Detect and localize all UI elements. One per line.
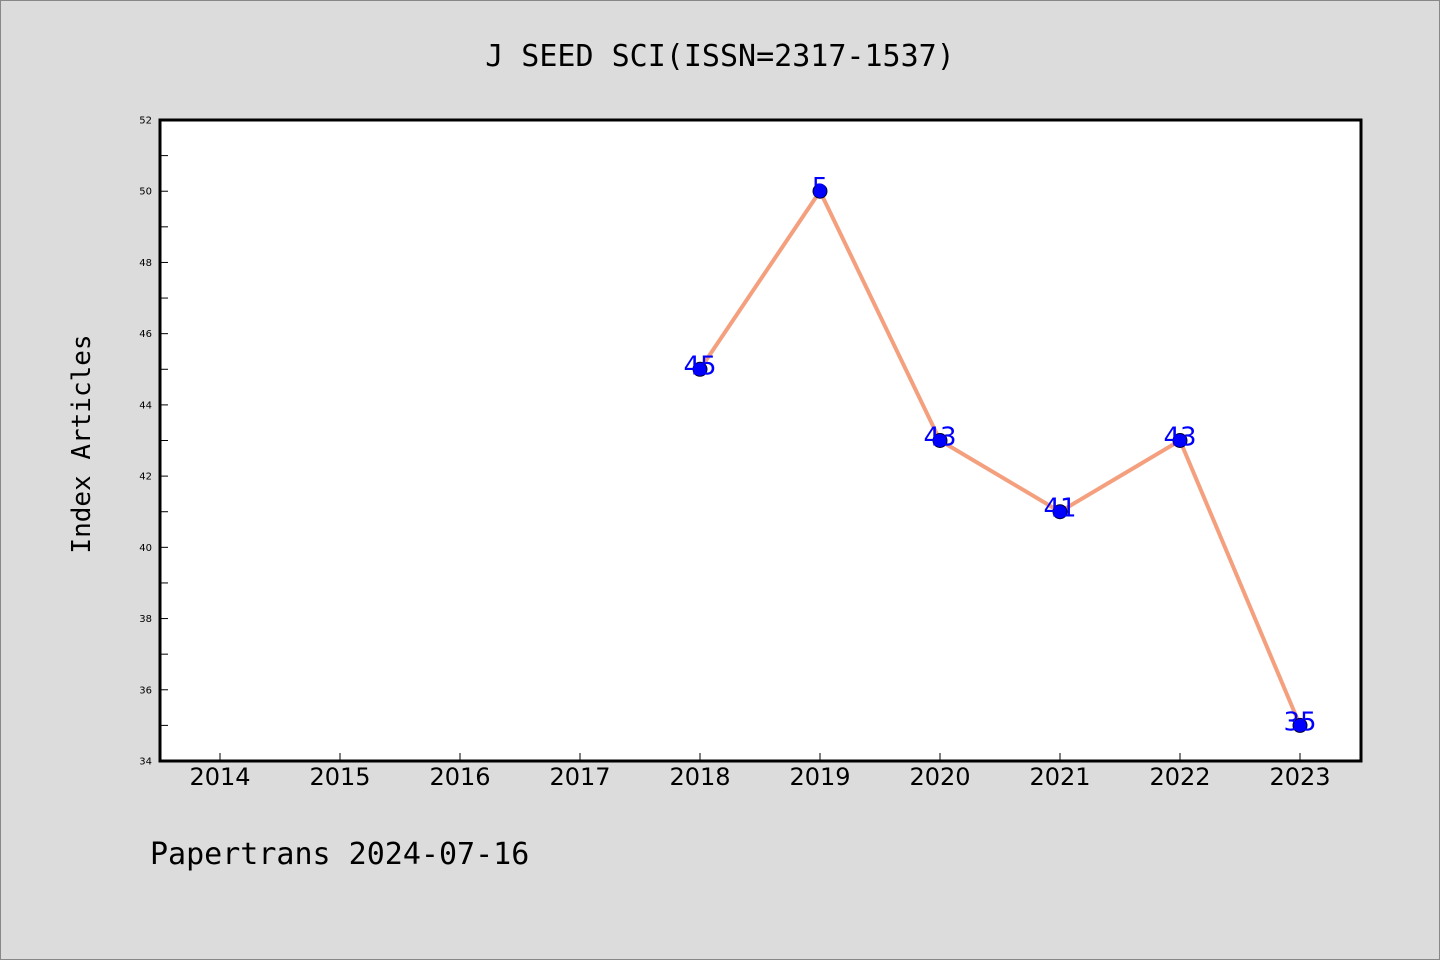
data-point [692,361,708,377]
x-tick-label: 2014 [189,763,250,791]
data-point [1052,504,1068,520]
y-axis-label: Index Articles [67,334,97,553]
x-tick-label: 2017 [549,763,610,791]
chart-title: J SEED SCI(ISSN=2317-1537) [485,39,955,74]
data-point [1292,717,1308,733]
y-tick-label: 36 [139,685,152,696]
x-tick-label: 2023 [1269,763,1330,791]
y-tick-label: 44 [139,400,152,411]
x-tick-label: 2020 [909,763,970,791]
series-line [698,189,1302,727]
x-tick-label: 2018 [669,763,730,791]
data-label: 43 [1163,423,1196,453]
y-tick-label: 48 [139,258,152,269]
footer-credit: Papertrans 2024-07-16 [150,837,529,872]
y-tick-label: 50 [139,187,152,198]
y-tick-label: 38 [139,614,152,625]
plot-area [158,118,1363,763]
data-label: 45 [683,351,716,381]
y-tick-label: 34 [139,757,152,768]
data-label: 41 [1043,494,1076,524]
data-point [932,433,948,448]
data-point [812,183,828,199]
x-tick-label: 2021 [1029,763,1090,791]
series-group: 45 5 43 41 43 35 [683,173,1316,737]
x-tick-label: 2015 [309,763,370,791]
y-axis: 34 36 38 40 42 44 46 48 50 52 [139,116,168,768]
data-point [1172,433,1188,448]
x-tick-label: 2022 [1149,763,1210,791]
x-tick-label: 2016 [429,763,490,791]
data-label: 5 [812,173,829,203]
x-tick-label: 2019 [789,763,850,791]
y-tick-label: 46 [139,329,152,340]
y-tick-label: 42 [139,472,152,483]
y-tick-label: 40 [139,543,152,554]
data-label: 43 [923,423,956,453]
x-axis: 2014 2015 2016 2017 2018 2019 2020 2021 2022 2023 [189,753,1331,791]
data-label: 35 [1283,707,1316,737]
y-tick-label: 52 [139,116,152,127]
